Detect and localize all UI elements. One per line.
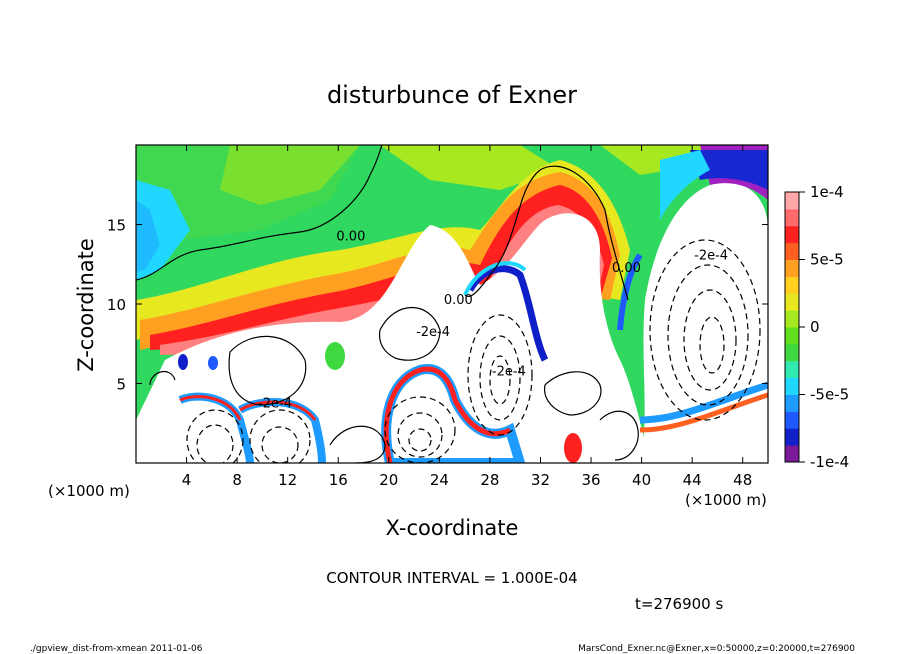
y-axis: 5 10 15: [107, 217, 768, 394]
x-tick-label: 40: [632, 471, 651, 489]
y-tick-label: 10: [107, 296, 126, 314]
x-tick-label: 4: [182, 471, 192, 489]
x-axis-label: X-coordinate: [386, 516, 519, 540]
colorbar-swatch: [785, 394, 799, 412]
x-tick-label: 16: [329, 471, 348, 489]
colorbar-swatch: [785, 293, 799, 311]
colorbar-swatch: [785, 259, 799, 277]
colorbar-swatch: [785, 242, 799, 260]
footer-left: ./gpview_dist-from-xmean 2011-01-06: [30, 644, 203, 654]
colorbar-swatch: [785, 276, 799, 294]
x-tick-label: 36: [581, 471, 600, 489]
colorbar-swatch: [785, 327, 799, 345]
x-tick-label: 8: [232, 471, 242, 489]
colorbar-tick-label: 0: [810, 318, 820, 336]
contour-label: 0.00: [336, 229, 365, 244]
x-tick-label: 48: [733, 471, 752, 489]
x-unit-left: (×1000 m): [48, 482, 130, 500]
colorbar-swatch: [785, 428, 799, 446]
colorbar-ticks: 1e-4 5e-5 0 -5e-5 -1e-4: [799, 183, 849, 471]
colorbar-swatch: [785, 445, 799, 463]
x-tick-label: 32: [531, 471, 550, 489]
colorbar-swatch: [785, 343, 799, 362]
x-tick-label: 20: [379, 471, 398, 489]
x-tick-label: 28: [480, 471, 499, 489]
x-axis: 4 8 12 16 20 24 28 32 36 40 44 48: [182, 145, 752, 489]
x-tick-label: 12: [278, 471, 297, 489]
colorbar-swatch: [785, 225, 799, 244]
x-tick-label: 24: [430, 471, 449, 489]
negative-contours: [186, 239, 761, 463]
chart-title: disturbunce of Exner: [327, 81, 577, 109]
contour-label: 0.00: [444, 293, 473, 308]
colorbar-tick-label: -1e-4: [810, 453, 849, 471]
y-tick-label: 5: [116, 376, 126, 394]
contour-label: -2e-4: [492, 365, 526, 380]
x-tick-label: 44: [683, 471, 702, 489]
contour-labels: 0.00 0.00 0.00 -2e-4 -2e-4 -2e-4 -2e-4: [258, 229, 728, 411]
y-axis-label: Z-coordinate: [74, 238, 98, 372]
colorbar-tick-label: 5e-5: [810, 251, 844, 269]
colorbar-swatch: [785, 208, 799, 227]
x-unit-right: (×1000 m): [685, 491, 767, 509]
colorbar-tick-label: 1e-4: [810, 183, 844, 201]
colorbar-swatch: [785, 411, 799, 429]
colorbar-swatch: [785, 377, 799, 395]
y-tick-label: 15: [107, 217, 126, 235]
contour-lines: [136, 145, 639, 463]
colorbar: [785, 192, 799, 463]
colorbar-swatch: [785, 310, 799, 328]
time-label: t=276900 s: [635, 595, 723, 613]
contour-interval: CONTOUR INTERVAL = 1.000E-04: [326, 569, 577, 587]
colorbar-swatch: [785, 192, 799, 210]
contour-label: -2e-4: [258, 396, 292, 411]
footer-right: MarsCond_Exner.nc@Exner,x=0:50000,z=0:20…: [578, 644, 855, 654]
contour-label: -2e-4: [694, 248, 728, 263]
contour-label: 0.00: [612, 261, 641, 276]
colorbar-swatch: [785, 360, 799, 379]
plot-field: [136, 145, 768, 463]
contour-label: -2e-4: [416, 325, 450, 340]
colorbar-tick-label: -5e-5: [810, 386, 849, 404]
